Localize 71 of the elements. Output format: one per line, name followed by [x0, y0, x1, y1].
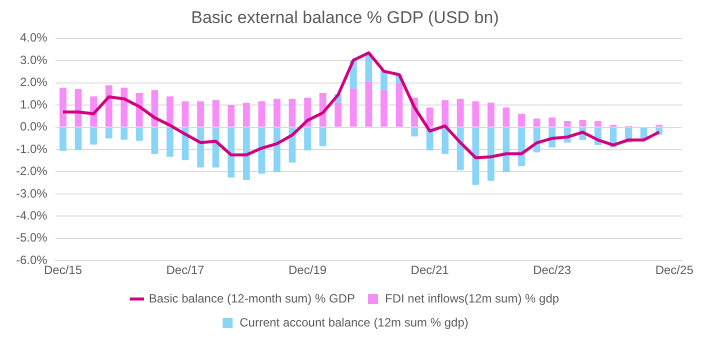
bar: [274, 98, 280, 127]
bar: [488, 128, 494, 181]
legend-label: Basic balance (12-month sum) % GDP: [148, 291, 356, 306]
bar: [182, 101, 189, 127]
y-tick-label: -4.0%: [16, 208, 48, 222]
bar: [380, 70, 388, 90]
bar: [518, 128, 525, 166]
bar: [350, 88, 357, 127]
y-tick-label: -5.0%: [16, 230, 48, 245]
bar: [197, 101, 204, 127]
bar: [90, 128, 97, 145]
y-tick-label: 4.0%: [20, 30, 48, 45]
bar: [166, 128, 174, 157]
bar: [242, 128, 250, 180]
bar: [502, 108, 510, 127]
x-tick-label: Dec/21: [410, 263, 450, 278]
bar: [548, 118, 556, 127]
bar: [212, 100, 220, 127]
bar: [212, 128, 220, 168]
bar: [136, 128, 143, 141]
bar: [334, 102, 342, 127]
bar: [74, 128, 82, 150]
bar: [456, 98, 464, 127]
y-tick-label: -3.0%: [16, 186, 48, 200]
bar: [488, 102, 494, 127]
bar: [442, 128, 449, 154]
legend-label: Current account balance (12m sum % gdp): [240, 315, 468, 330]
bar: [426, 108, 434, 127]
y-tick-label: 1.0%: [20, 97, 48, 112]
bar: [151, 128, 158, 154]
bar: [197, 128, 204, 168]
bar: [564, 121, 571, 127]
bar: [120, 88, 128, 127]
bar: [228, 128, 235, 178]
bar: [105, 128, 112, 138]
bar: [166, 96, 174, 127]
y-tick-label: -1.0%: [16, 142, 48, 156]
y-tick-label: 2.0%: [20, 75, 48, 90]
x-tick-label: Dec/25: [655, 263, 694, 278]
bar: [411, 128, 418, 136]
bar: [380, 90, 388, 127]
bar: [472, 128, 480, 185]
bar: [228, 105, 235, 127]
legend-label: FDI net inflows(12m sum) % gdp: [385, 291, 560, 306]
chart-title: Basic external balance % GDP (USD bn): [191, 8, 499, 27]
bar: [258, 128, 266, 174]
bar: [274, 128, 280, 172]
y-tick-label: -2.0%: [16, 164, 48, 178]
bar: [60, 128, 66, 151]
bar: [518, 114, 525, 127]
x-tick-label: Dec/17: [166, 263, 205, 278]
bar: [105, 85, 112, 127]
x-tick-label: Dec/23: [533, 263, 572, 278]
bar: [472, 101, 480, 127]
bar: [288, 98, 296, 127]
bar: [396, 83, 403, 127]
bar: [319, 128, 326, 146]
bar: [258, 101, 266, 127]
x-tick-label: Dec/19: [288, 263, 327, 278]
bar: [120, 128, 128, 140]
y-tick-label: 0.0%: [20, 120, 48, 134]
bar: [242, 102, 250, 127]
bar: [594, 121, 602, 127]
bar: [533, 118, 540, 127]
y-tick-label: 3.0%: [20, 52, 48, 67]
bar: [365, 81, 372, 127]
bar: [579, 120, 586, 127]
bar: [456, 128, 464, 170]
bar: [442, 100, 449, 127]
bar: [304, 128, 311, 150]
bar: [60, 88, 66, 127]
